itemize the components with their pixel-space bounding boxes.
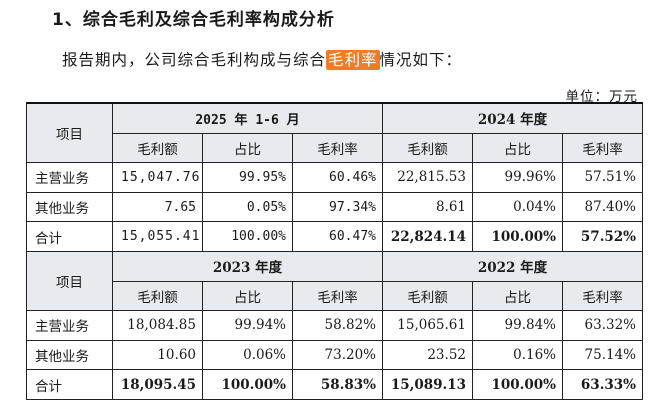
gross-profit-header: 毛利额 [382, 280, 473, 312]
table-cell: 99.94% [202, 310, 293, 341]
unit-label: 单位：万元 [565, 89, 638, 105]
table-cell: 60.46% [292, 162, 383, 193]
table-cell: 8.61 [382, 191, 473, 223]
row-label: 主营业务 [26, 162, 113, 193]
period-header: 2023 年度 [112, 250, 383, 282]
highlighted-term: 毛利率 [326, 50, 380, 70]
table-cell: 57.52% [561, 221, 644, 252]
block2-header-row: 项目 2023 年度 2022 年度 [26, 250, 644, 312]
table-cell: 7.65 [112, 191, 203, 223]
table-cell: 100.00% [472, 369, 563, 400]
row-label: 其他业务 [26, 339, 113, 371]
period-header: 2024 年度 [381, 101, 644, 134]
table-cell: 99.96% [472, 162, 563, 193]
table-cell: 15,047.76 [112, 162, 203, 193]
table-cell: 23.52 [382, 339, 473, 371]
table-row: 其他业务 7.65 0.05% 97.34% 8.61 0.04% 87.40% [26, 191, 644, 223]
table-cell: 15,089.13 [382, 369, 473, 400]
table-cell: 10.60 [112, 339, 203, 371]
row-label: 合计 [26, 221, 113, 252]
row-label: 合计 [26, 369, 113, 400]
table-row-total: 合计 15,055.41 100.00% 60.47% 22,824.14 10… [26, 221, 644, 252]
table-cell: 0.04% [472, 191, 563, 223]
share-header: 占比 [202, 280, 293, 312]
margin-header: 毛利率 [292, 280, 383, 312]
row-label: 主营业务 [26, 310, 113, 341]
intro-text-after: 情况如下： [379, 51, 463, 69]
table-cell: 15,055.41 [112, 221, 203, 252]
table-cell: 0.05% [202, 191, 293, 223]
table-cell: 63.33% [561, 369, 644, 400]
table-cell: 63.32% [561, 310, 644, 341]
period-header: 2022 年度 [381, 250, 644, 282]
margin-header: 毛利率 [561, 132, 644, 164]
item-header: 项目 [26, 102, 113, 164]
table-row: 主营业务 15,047.76 99.95% 60.46% 22,815.53 9… [26, 162, 644, 193]
margin-header: 毛利率 [561, 280, 644, 312]
table-cell: 58.82% [292, 310, 383, 341]
block1-header-row: 项目 2025 年 1-6 月 2024 年度 [26, 101, 644, 164]
table-cell: 18,084.85 [112, 310, 203, 341]
gross-profit-header: 毛利额 [112, 280, 203, 312]
section-title: 1、综合毛利及综合毛利率构成分析 [52, 10, 335, 30]
table-cell: 60.47% [292, 221, 383, 252]
table-cell: 99.84% [472, 310, 563, 341]
share-header: 占比 [472, 132, 563, 164]
intro-text-before: 报告期内，公司综合毛利构成与综合 [62, 51, 327, 69]
table-cell: 100.00% [202, 221, 293, 252]
table-cell: 73.20% [292, 339, 383, 371]
table-row: 主营业务 18,084.85 99.94% 58.82% 15,065.61 9… [26, 310, 644, 341]
block1-subheader-row: 毛利额 占比 毛利率 毛利额 占比 毛利率 [27, 132, 644, 164]
table-cell: 18,095.45 [112, 369, 203, 400]
margin-header: 毛利率 [292, 132, 383, 164]
table-cell: 100.00% [472, 221, 563, 252]
gross-profit-header: 毛利额 [382, 132, 473, 164]
row-label: 其他业务 [26, 191, 113, 223]
table-cell: 100.00% [202, 369, 293, 400]
table-cell: 15,065.61 [382, 310, 473, 341]
intro-paragraph: 报告期内，公司综合毛利构成与综合 毛利率 情况如下： [62, 48, 462, 70]
table-cell: 22,815.53 [382, 162, 473, 193]
table-cell: 87.40% [561, 191, 644, 223]
item-header: 项目 [26, 250, 113, 312]
table-cell: 0.06% [202, 339, 293, 371]
share-header: 占比 [472, 280, 563, 312]
table-row-total: 合计 18,095.45 100.00% 58.83% 15,089.13 10… [26, 369, 644, 400]
table-cell: 75.14% [561, 339, 644, 371]
table-cell: 58.83% [292, 369, 383, 400]
gross-profit-table: 项目 2025 年 1-6 月 2024 年度 毛利额 占比 毛利率 毛利额 占… [26, 101, 644, 400]
table-cell: 57.51% [561, 162, 644, 193]
gross-profit-header: 毛利额 [112, 132, 203, 164]
table-row: 其他业务 10.60 0.06% 73.20% 23.52 0.16% 75.1… [26, 339, 644, 371]
block2-subheader-row: 毛利额 占比 毛利率 毛利额 占比 毛利率 [27, 280, 644, 312]
table-cell: 99.95% [202, 162, 293, 193]
period-header: 2025 年 1-6 月 [112, 101, 383, 134]
table-cell: 22,824.14 [382, 221, 473, 252]
table-cell: 0.16% [472, 339, 563, 371]
table-cell: 97.34% [292, 191, 383, 223]
share-header: 占比 [202, 132, 293, 164]
